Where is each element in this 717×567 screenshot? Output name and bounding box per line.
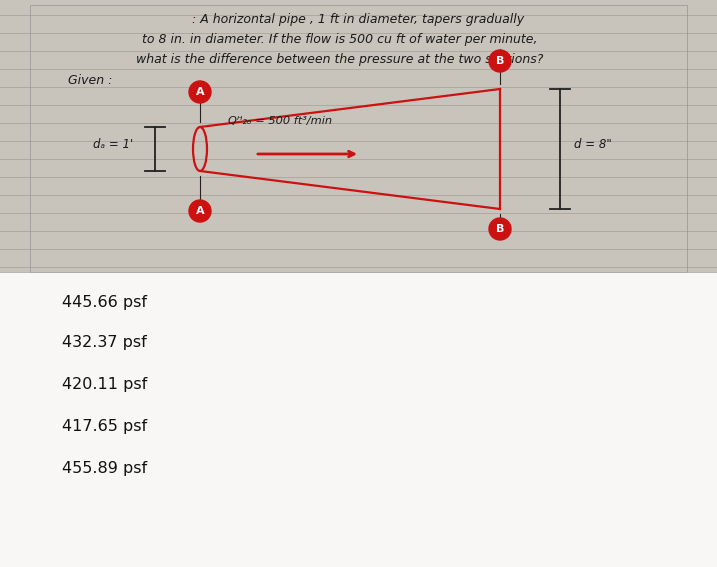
Bar	[0, 272, 717, 567]
Text: 455.89 psf: 455.89 psf	[62, 462, 147, 476]
Text: 432.37 psf: 432.37 psf	[62, 336, 147, 350]
Text: Given :: Given :	[68, 74, 113, 87]
Text: 420.11 psf: 420.11 psf	[62, 378, 147, 392]
Circle shape	[489, 50, 511, 72]
Text: d⁢ = 8": d⁢ = 8"	[574, 138, 612, 150]
Text: A: A	[196, 87, 204, 97]
Text: B: B	[496, 224, 504, 234]
Text: Qᴴ₂ₒ = 500 ft³/min: Qᴴ₂ₒ = 500 ft³/min	[228, 116, 332, 126]
Text: 417.65 psf: 417.65 psf	[62, 420, 147, 434]
Circle shape	[189, 81, 211, 103]
Bar	[0, 0, 717, 272]
Text: : A horizontal pipe , 1 ft in diameter, tapers gradually: : A horizontal pipe , 1 ft in diameter, …	[192, 14, 524, 27]
Text: B: B	[496, 56, 504, 66]
Circle shape	[189, 200, 211, 222]
Text: what is the difference between the pressure at the two sections?: what is the difference between the press…	[136, 53, 543, 66]
Text: to 8 in. in diameter. If the flow is 500 cu ft of water per minute,: to 8 in. in diameter. If the flow is 500…	[142, 33, 538, 46]
Text: dₐ = 1': dₐ = 1'	[92, 138, 133, 150]
Text: 445.66 psf: 445.66 psf	[62, 294, 147, 310]
Bar	[30, 5, 687, 272]
Text: A: A	[196, 206, 204, 216]
Circle shape	[489, 218, 511, 240]
